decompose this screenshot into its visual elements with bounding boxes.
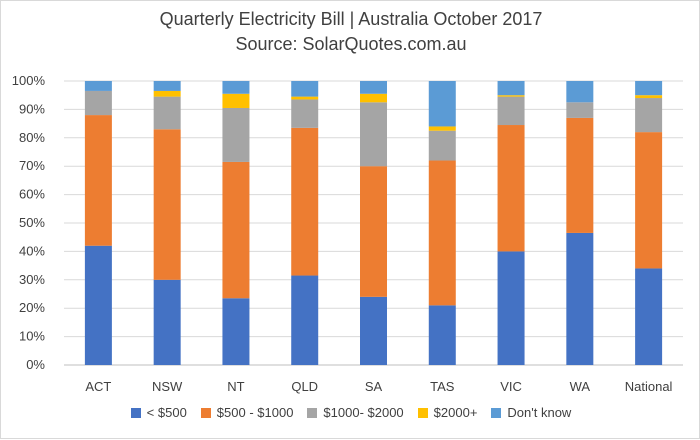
bar-segment-qld-1 bbox=[291, 127, 319, 276]
legend-item: $500 - $1000 bbox=[200, 405, 294, 420]
bar-segment-wa-0 bbox=[566, 232, 594, 365]
legend-swatch bbox=[417, 407, 428, 418]
y-tick-label: 20% bbox=[19, 300, 45, 315]
legend-swatch bbox=[307, 407, 318, 418]
bar-segment-sa-2 bbox=[360, 102, 387, 167]
bar-segment-tas-0 bbox=[428, 305, 456, 365]
bar-segment-sa-4 bbox=[360, 81, 387, 94]
bar-segment-sa-0 bbox=[360, 296, 387, 365]
x-tick-label: WA bbox=[570, 379, 591, 394]
x-tick-label: TAS bbox=[430, 379, 455, 394]
legend-label: $2000+ bbox=[433, 405, 478, 420]
bar-segment-nt-1 bbox=[222, 161, 250, 299]
y-tick-label: 70% bbox=[19, 158, 45, 173]
chart-legend: < $500 $500 - $1000 $1000- $2000 $2000+ Don'… bbox=[1, 405, 700, 420]
bar-segment-wa-4 bbox=[566, 81, 594, 103]
bar-segment-nsw-0 bbox=[153, 279, 181, 365]
bar-segment-vic-1 bbox=[497, 125, 525, 252]
legend-item: $1000- $2000 bbox=[307, 405, 404, 420]
bar-segment-tas-4 bbox=[428, 81, 456, 127]
bar-segment-nsw-2 bbox=[153, 96, 181, 130]
legend-label: < $500 bbox=[146, 405, 187, 420]
legend-item: < $500 bbox=[130, 405, 187, 420]
y-tick-label: 10% bbox=[19, 329, 45, 344]
bar-segment-qld-2 bbox=[291, 99, 319, 128]
y-tick-label: 60% bbox=[19, 187, 45, 202]
x-tick-label: NSW bbox=[152, 379, 183, 394]
x-tick-label: ACT bbox=[85, 379, 111, 394]
legend-label: $1000- $2000 bbox=[323, 405, 404, 420]
bar-segment-nt-3 bbox=[222, 93, 250, 108]
bar-segment-qld-0 bbox=[291, 275, 319, 365]
bar-segment-tas-3 bbox=[428, 126, 456, 131]
y-tick-label: 40% bbox=[19, 243, 45, 258]
bar-segment-act-1 bbox=[84, 115, 112, 246]
x-tick-label: VIC bbox=[500, 379, 522, 394]
chart-subtitle: Source: SolarQuotes.com.au bbox=[235, 34, 467, 54]
bar-segment-nt-0 bbox=[222, 298, 250, 365]
bar-segment-national-1 bbox=[635, 132, 663, 269]
y-tick-label: 30% bbox=[19, 272, 45, 287]
legend-swatch bbox=[491, 407, 502, 418]
bar-segment-national-4 bbox=[635, 81, 663, 96]
y-tick-label: 50% bbox=[19, 215, 45, 230]
bar-segment-sa-1 bbox=[360, 166, 387, 297]
bar-segment-vic-0 bbox=[497, 251, 525, 365]
bar-segment-nt-2 bbox=[222, 107, 250, 162]
x-tick-label: SA bbox=[365, 379, 383, 394]
x-tick-label: NT bbox=[227, 379, 244, 394]
bar-segment-act-0 bbox=[84, 245, 112, 365]
bar-segment-qld-4 bbox=[291, 81, 319, 97]
y-tick-label: 100% bbox=[12, 73, 46, 88]
legend-swatch bbox=[200, 407, 211, 418]
bar-segment-qld-3 bbox=[291, 96, 319, 100]
bar-segment-tas-1 bbox=[428, 160, 456, 306]
bar-segment-vic-3 bbox=[497, 95, 525, 97]
legend-swatch bbox=[130, 407, 141, 418]
bar-segment-national-2 bbox=[635, 98, 663, 133]
legend-item: $2000+ bbox=[417, 405, 478, 420]
bar-segment-wa-2 bbox=[566, 102, 594, 118]
y-tick-label: 0% bbox=[26, 357, 45, 372]
bar-segment-vic-4 bbox=[497, 81, 525, 96]
y-tick-label: 80% bbox=[19, 130, 45, 145]
bar-segment-act-2 bbox=[84, 90, 112, 116]
bar-segment-nsw-3 bbox=[153, 90, 181, 97]
bar-segment-national-3 bbox=[635, 95, 663, 99]
legend-item: Don't know bbox=[491, 405, 571, 420]
chart-title: Quarterly Electricity Bill | Australia O… bbox=[159, 9, 543, 29]
bar-segment-act-4 bbox=[84, 81, 112, 91]
legend-label: $500 - $1000 bbox=[216, 405, 294, 420]
y-tick-label: 90% bbox=[19, 101, 45, 116]
x-tick-label: QLD bbox=[291, 379, 318, 394]
x-tick-label: National bbox=[625, 379, 673, 394]
legend-label: Don't know bbox=[507, 405, 572, 420]
bar-segment-sa-3 bbox=[360, 93, 387, 103]
bar-segment-nsw-4 bbox=[153, 81, 181, 91]
bar-segment-nt-4 bbox=[222, 81, 250, 94]
bar-segment-vic-2 bbox=[497, 96, 525, 126]
bar-segment-national-0 bbox=[635, 268, 663, 365]
bar-segment-nsw-1 bbox=[153, 129, 181, 280]
bar-segment-tas-2 bbox=[428, 130, 456, 161]
bar-segment-wa-1 bbox=[566, 117, 594, 233]
